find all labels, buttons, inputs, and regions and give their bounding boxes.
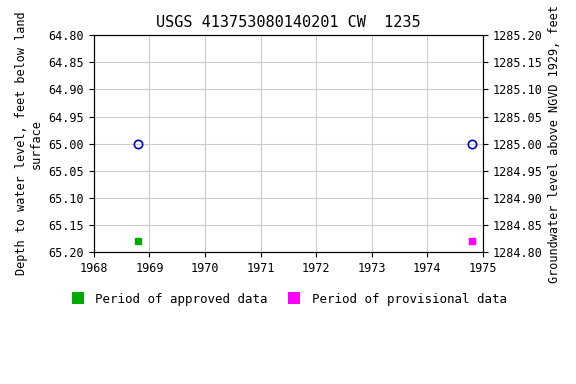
Y-axis label: Groundwater level above NGVD 1929, feet: Groundwater level above NGVD 1929, feet bbox=[548, 5, 561, 283]
Title: USGS 413753080140201 CW  1235: USGS 413753080140201 CW 1235 bbox=[156, 15, 420, 30]
Legend: Period of approved data, Period of provisional data: Period of approved data, Period of provi… bbox=[65, 288, 511, 311]
Y-axis label: Depth to water level, feet below land
surface: Depth to water level, feet below land su… bbox=[15, 12, 43, 275]
